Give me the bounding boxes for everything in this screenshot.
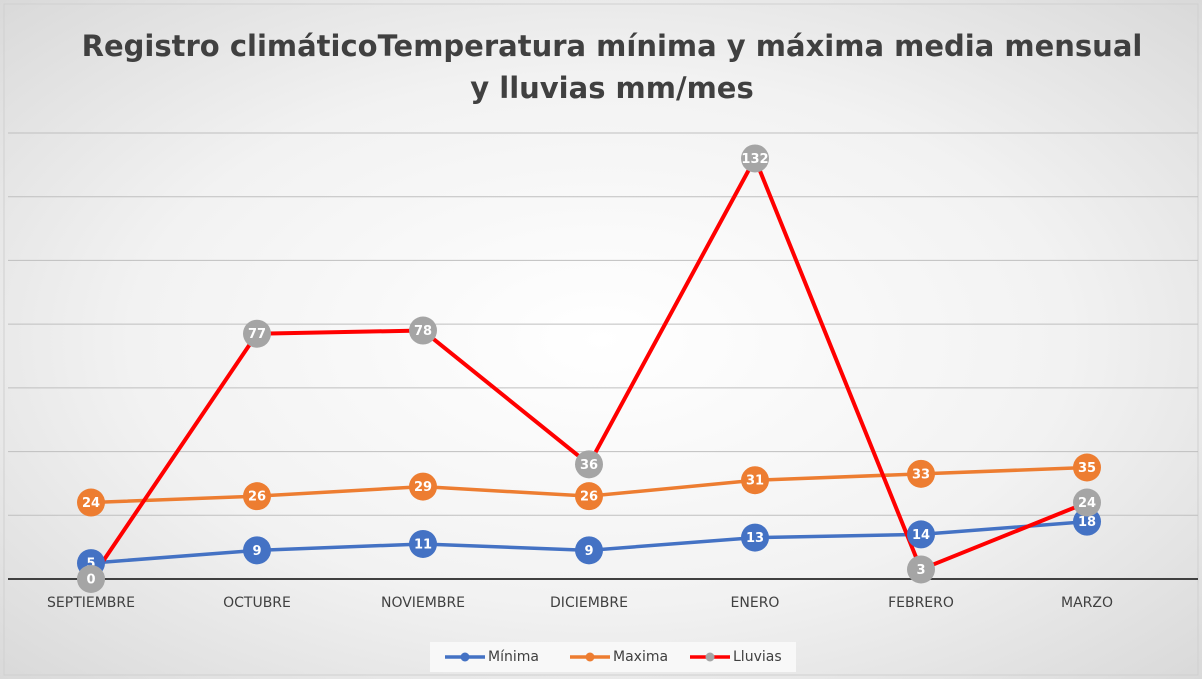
data-label: 33 (912, 467, 930, 482)
data-point (409, 472, 437, 501)
data-point (1073, 488, 1101, 517)
data-point (77, 565, 105, 593)
data-label: 18 (1078, 515, 1096, 530)
data-label: 13 (746, 531, 764, 546)
data-label: 132 (741, 152, 768, 167)
data-label: 26 (248, 490, 266, 505)
data-point (907, 459, 935, 488)
data-label: 29 (414, 480, 432, 495)
data-label: 78 (414, 324, 432, 339)
x-tick-label: ENERO (731, 595, 780, 611)
data-point (409, 529, 437, 558)
data-label: 9 (584, 544, 593, 559)
data-label: 36 (580, 458, 598, 473)
data-point (741, 523, 769, 552)
data-point (575, 536, 603, 565)
x-tick-label: NOVIEMBRE (381, 595, 465, 611)
data-point (1073, 453, 1101, 482)
data-label: 24 (1078, 496, 1096, 511)
data-point (77, 488, 105, 517)
legend-label: Lluvias (733, 649, 782, 665)
data-point (741, 144, 769, 173)
chart-title: Registro climáticoTemperatura mínima y m… (82, 29, 1143, 63)
x-tick-label: FEBRERO (888, 595, 954, 611)
legend-box (430, 642, 796, 672)
data-label: 24 (82, 496, 100, 511)
data-point (243, 319, 271, 348)
data-label: 3 (916, 563, 925, 578)
data-label: 26 (580, 490, 598, 505)
legend-label: Mínima (488, 649, 539, 665)
data-point (243, 536, 271, 565)
data-point (907, 520, 935, 549)
data-label: 9 (252, 544, 261, 559)
data-label: 14 (912, 528, 930, 543)
x-tick-label: SEPTIEMBRE (47, 595, 135, 611)
legend-label: Maxima (613, 649, 668, 665)
data-point (575, 482, 603, 511)
data-label: 31 (746, 474, 764, 489)
x-tick-label: MARZO (1061, 595, 1113, 611)
data-label: 0 (86, 573, 95, 588)
x-tick-label: DICIEMBRE (550, 595, 628, 611)
legend-marker (460, 652, 470, 662)
data-label: 77 (248, 327, 266, 342)
x-tick-label: OCTUBRE (223, 595, 291, 611)
data-label: 5 (86, 557, 95, 572)
data-point (243, 482, 271, 511)
data-point (741, 466, 769, 495)
chart-title: y lluvias mm/mes (470, 71, 753, 105)
data-label: 11 (414, 537, 432, 552)
series-line (89, 156, 1088, 581)
chart-border (3, 3, 1199, 676)
data-point (907, 555, 935, 584)
legend-marker (585, 652, 595, 662)
data-label: 35 (1078, 461, 1096, 476)
data-point (575, 450, 603, 479)
legend-marker (705, 652, 715, 662)
data-point (409, 316, 437, 345)
